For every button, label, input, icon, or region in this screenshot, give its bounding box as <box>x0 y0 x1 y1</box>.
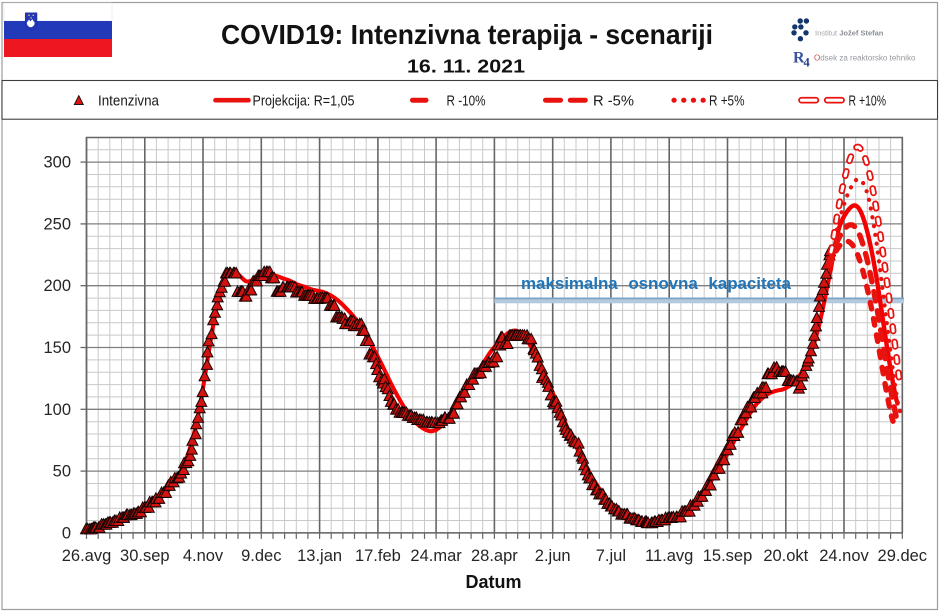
svg-text:24.mar: 24.mar <box>410 547 462 565</box>
svg-text:R -5%: R -5% <box>593 94 634 110</box>
svg-text:Institut Jožef Stefan: Institut Jožef Stefan <box>815 29 884 38</box>
svg-text:2.jun: 2.jun <box>535 547 571 565</box>
svg-text:maksimalna osnovna kapaciteta: maksimalna osnovna kapaciteta <box>521 274 792 293</box>
svg-text:Intenzivna: Intenzivna <box>98 94 160 110</box>
svg-text:150: 150 <box>43 339 71 357</box>
svg-text:16. 11. 2021: 16. 11. 2021 <box>407 56 525 77</box>
svg-text:20.okt: 20.okt <box>763 547 808 565</box>
svg-text:15.sep: 15.sep <box>703 547 753 565</box>
svg-text:4: 4 <box>804 56 811 70</box>
svg-text:Datum: Datum <box>465 572 521 592</box>
svg-text:30.sep: 30.sep <box>120 547 170 565</box>
svg-text:17.feb: 17.feb <box>355 547 401 565</box>
svg-text:11.avg: 11.avg <box>645 547 693 565</box>
svg-text:R +5%: R +5% <box>709 94 745 110</box>
svg-text:7.jul: 7.jul <box>596 547 626 565</box>
svg-text:0: 0 <box>62 524 71 542</box>
svg-text:9.dec: 9.dec <box>241 547 281 565</box>
svg-text:4.nov: 4.nov <box>183 547 224 565</box>
svg-text:250: 250 <box>43 215 71 233</box>
svg-text:R -10%: R -10% <box>447 94 486 110</box>
svg-text:29.dec: 29.dec <box>878 547 928 565</box>
svg-text:300: 300 <box>43 154 71 172</box>
svg-text:28.apr: 28.apr <box>471 547 518 565</box>
svg-text:COVID19: Intenzivna terapija -: COVID19: Intenzivna terapija - scenariji <box>221 19 713 50</box>
svg-text:100: 100 <box>43 401 71 419</box>
svg-text:R: R <box>793 50 805 67</box>
svg-text:26.avg: 26.avg <box>62 547 112 565</box>
svg-text:Odsek za reaktorsko tehniko: Odsek za reaktorsko tehniko <box>814 54 916 63</box>
svg-text:13.jan: 13.jan <box>297 547 342 565</box>
svg-text:R +10%: R +10% <box>849 94 887 110</box>
svg-text:200: 200 <box>43 277 71 295</box>
svg-text:50: 50 <box>53 463 71 481</box>
svg-text:Projekcija: R=1,05: Projekcija: R=1,05 <box>253 94 355 110</box>
svg-text:24.nov: 24.nov <box>819 547 869 565</box>
